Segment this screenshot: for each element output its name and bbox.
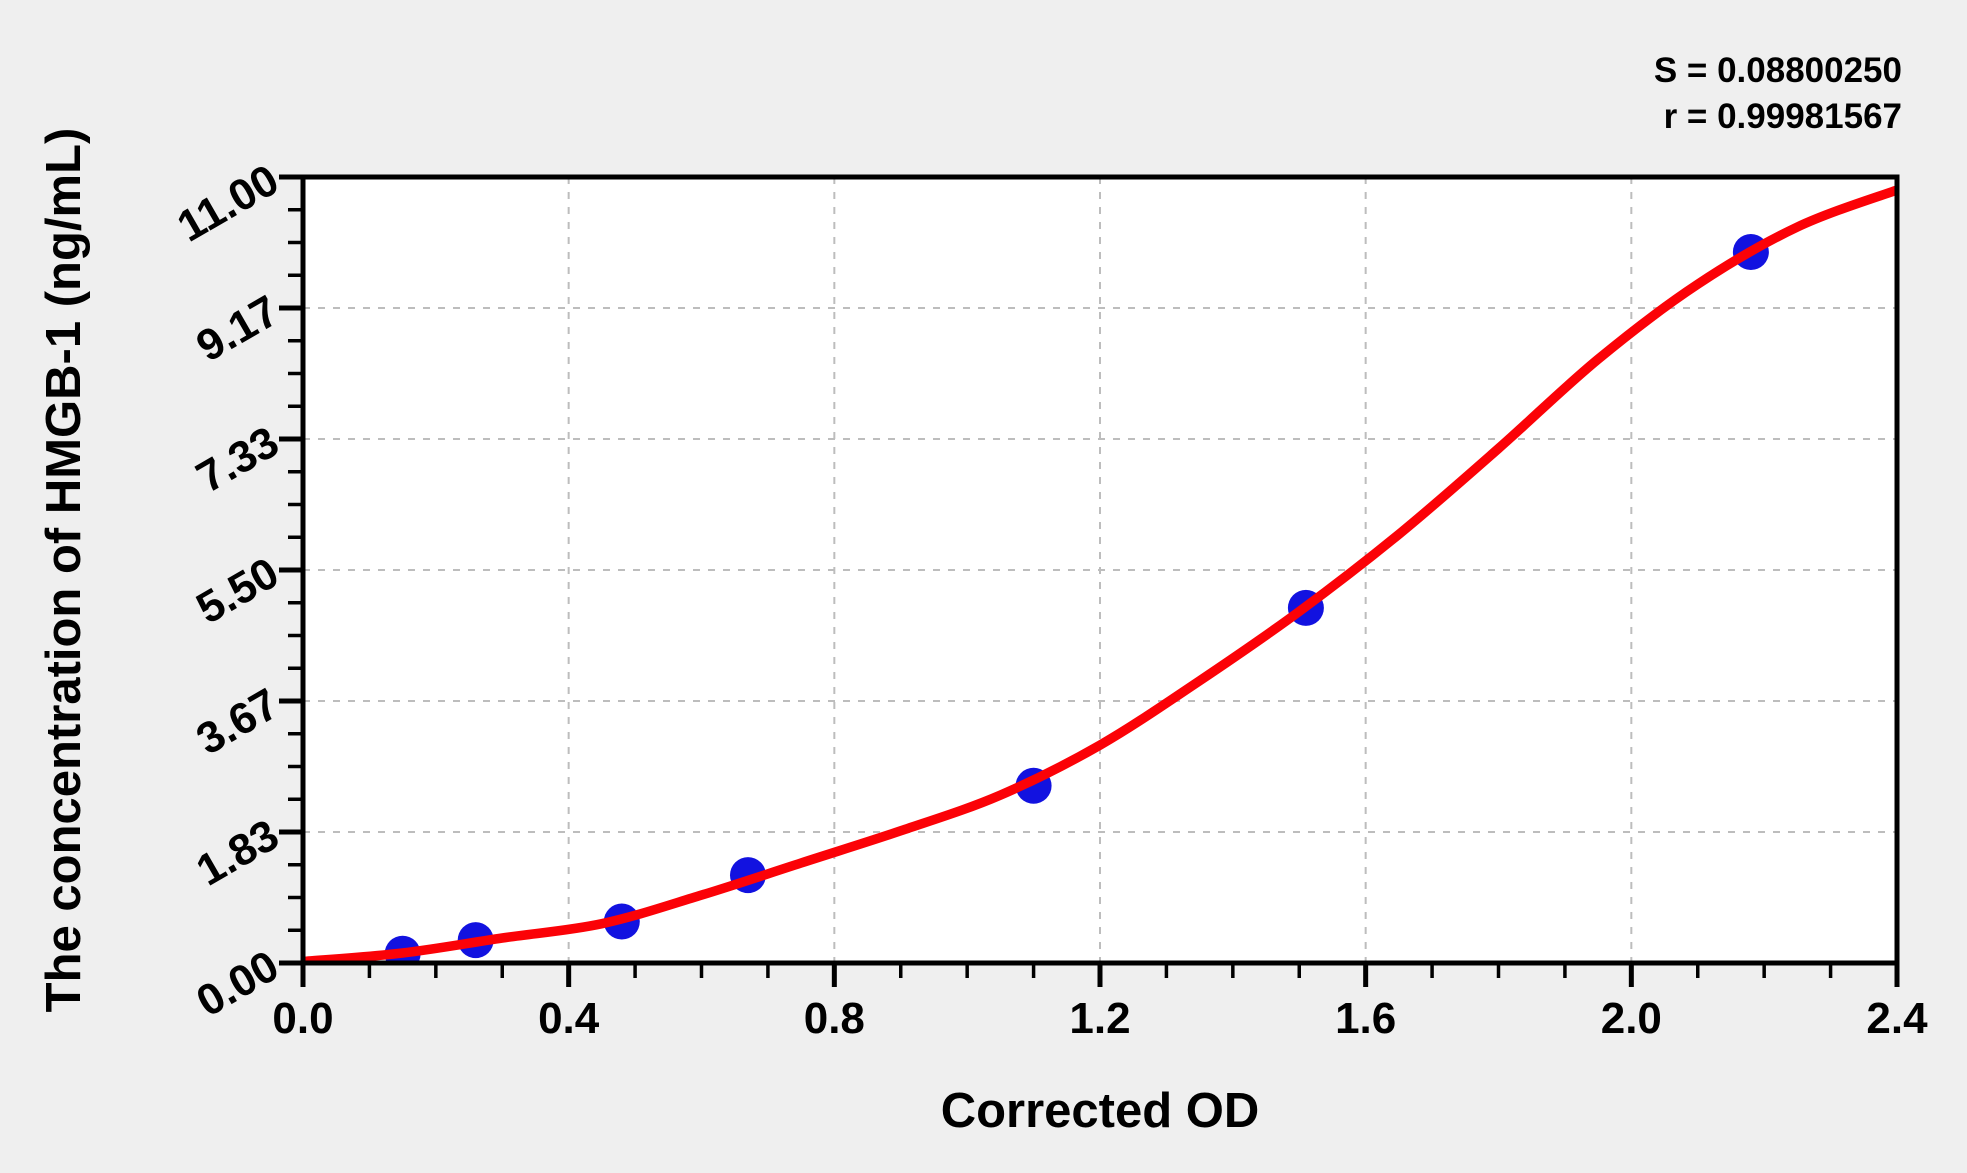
x-tick-label: 1.2 [1069,994,1130,1043]
x-axis-title: Corrected OD [941,1084,1260,1138]
y-tick-label: 9.17 [188,286,287,371]
stats-s-value: S = 0.08800250 [1654,51,1902,90]
x-tick-label: 0.4 [538,994,600,1043]
y-tick-label: 11.00 [169,155,287,251]
y-tick-label: 1.83 [188,810,287,895]
fitted-curve-path [303,185,1897,963]
stats-r-value: r = 0.99981567 [1664,97,1902,136]
y-tick-label: 7.33 [188,417,287,502]
plot-frame [300,174,1900,966]
y-axis-title: The concentration of HMGB-1 (ng/mL) [37,128,91,1013]
x-tick-label: 1.6 [1335,994,1396,1043]
y-tick-label: 3.67 [188,679,287,764]
x-tick-label: 2.0 [1601,994,1662,1043]
axis-ticks [279,174,1900,987]
x-tick-label: 0.8 [804,994,865,1043]
gridlines [303,177,1897,963]
x-tick-label: 2.4 [1866,994,1928,1043]
y-tick-label: 5.50 [188,548,287,633]
x-tick-label: 0.0 [272,994,333,1043]
fit-curve [303,185,1897,963]
